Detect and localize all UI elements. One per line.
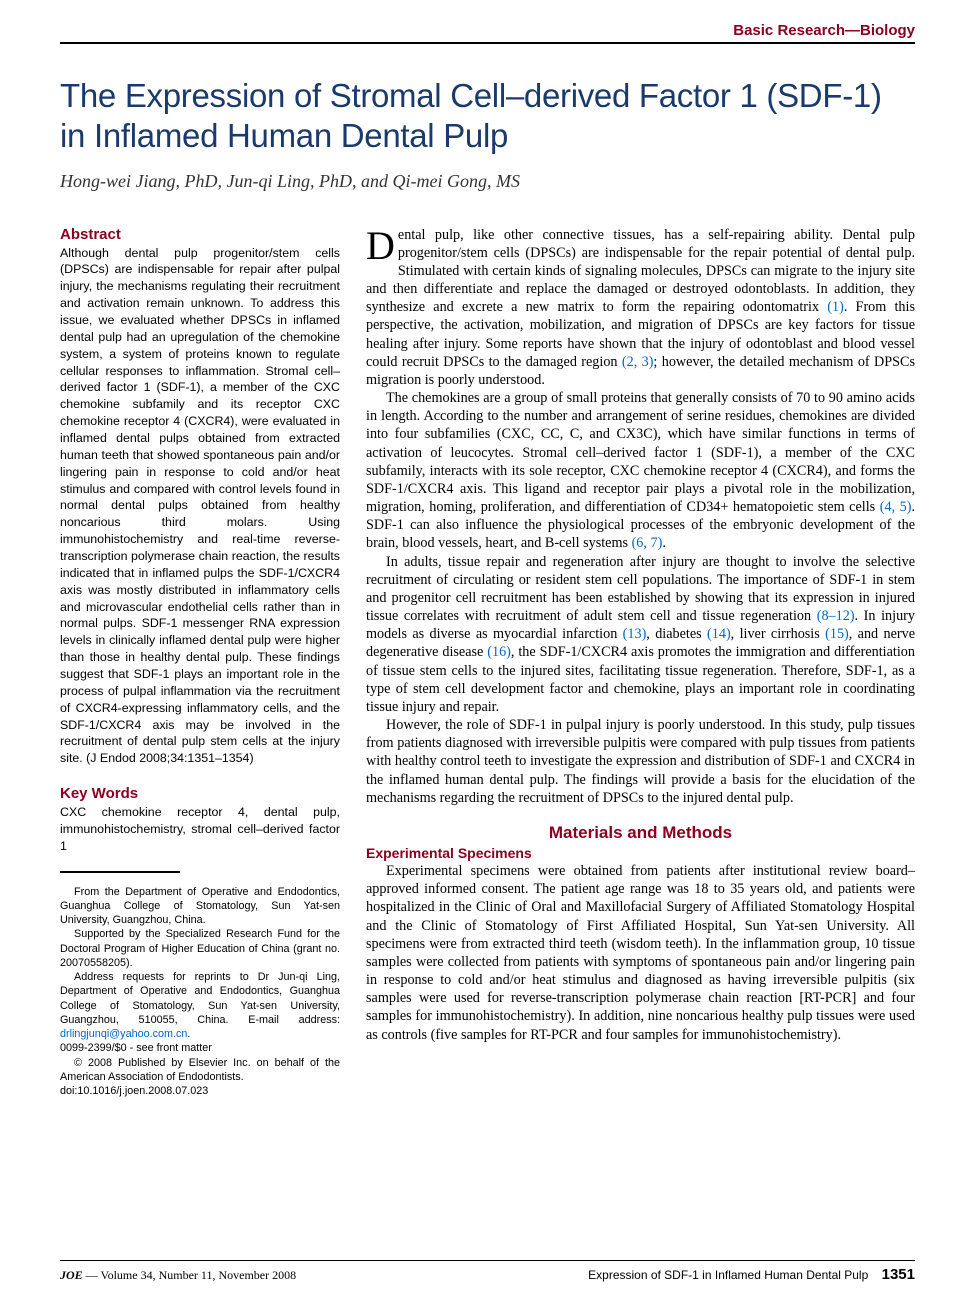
footnote-issn: 0099-2399/$0 - see front matter: [60, 1041, 340, 1055]
methods-subheading-1: Experimental Specimens: [366, 845, 915, 861]
footer-page-number: 1351: [882, 1266, 915, 1283]
footnote-doi: doi:10.1016/j.joen.2008.07.023: [60, 1084, 340, 1098]
footnote-block: From the Department of Operative and End…: [60, 885, 340, 1099]
footer-left: JOE — Volume 34, Number 11, November 200…: [60, 1268, 296, 1283]
author-list: Hong-wei Jiang, PhD, Jun-qi Ling, PhD, a…: [60, 171, 915, 192]
footer-right: Expression of SDF-1 in Inflamed Human De…: [588, 1266, 915, 1283]
citation-link[interactable]: (14): [707, 626, 731, 642]
citation-link[interactable]: (15): [825, 626, 849, 642]
methods-heading: Materials and Methods: [366, 823, 915, 843]
keywords-text: CXC chemokine receptor 4, dental pulp, i…: [60, 804, 340, 855]
citation-link[interactable]: (4, 5): [880, 499, 912, 515]
reprints-pre: Address requests for reprints to Dr Jun-…: [60, 971, 340, 1026]
methods-paragraph-1: Experimental specimens were obtained fro…: [366, 862, 915, 1044]
citation-link[interactable]: (16): [487, 644, 511, 660]
footnote-reprints: Address requests for reprints to Dr Jun-…: [60, 970, 340, 1041]
article-title: The Expression of Stromal Cell–derived F…: [60, 76, 915, 157]
body-paragraph-3: In adults, tissue repair and regeneratio…: [366, 553, 915, 717]
p3-c: , diabetes: [646, 626, 707, 642]
p2-c: .: [662, 535, 666, 551]
p2-a: The chemokines are a group of small prot…: [366, 390, 915, 515]
right-column: Dental pulp, like other connective tissu…: [366, 226, 915, 1099]
footer-running-head: Expression of SDF-1 in Inflamed Human De…: [588, 1268, 868, 1282]
p3-d: , liver cirrhosis: [731, 626, 825, 642]
footnote-support: Supported by the Specialized Research Fu…: [60, 927, 340, 970]
footer-journal: JOE: [60, 1268, 83, 1282]
footnote-copyright: © 2008 Published by Elsevier Inc. on beh…: [60, 1056, 340, 1085]
reprints-post: .: [187, 1028, 190, 1040]
citation-link[interactable]: (1): [827, 299, 844, 315]
abstract-heading: Abstract: [60, 226, 340, 243]
footnote-affiliation: From the Department of Operative and End…: [60, 885, 340, 928]
footer-issue: — Volume 34, Number 11, November 2008: [83, 1268, 296, 1282]
citation-link[interactable]: (6, 7): [632, 535, 663, 551]
corresponding-email[interactable]: drlingjunqi@yahoo.com.cn: [60, 1028, 187, 1040]
body-paragraph-4: However, the role of SDF-1 in pulpal inj…: [366, 716, 915, 807]
left-column: Abstract Although dental pulp progenitor…: [60, 226, 340, 1099]
citation-link[interactable]: (8–12): [817, 608, 855, 624]
dropcap: D: [366, 226, 398, 263]
citation-link[interactable]: (2, 3): [622, 354, 654, 370]
section-header: Basic Research—Biology: [60, 22, 915, 44]
footnote-divider: [60, 871, 180, 873]
body-paragraph-2: The chemokines are a group of small prot…: [366, 389, 915, 553]
keywords-heading: Key Words: [60, 785, 340, 802]
body-paragraph-1: Dental pulp, like other connective tissu…: [366, 226, 915, 390]
page-footer: JOE — Volume 34, Number 11, November 200…: [60, 1260, 915, 1283]
abstract-text: Although dental pulp progenitor/stem cel…: [60, 245, 340, 768]
citation-link[interactable]: (13): [623, 626, 647, 642]
